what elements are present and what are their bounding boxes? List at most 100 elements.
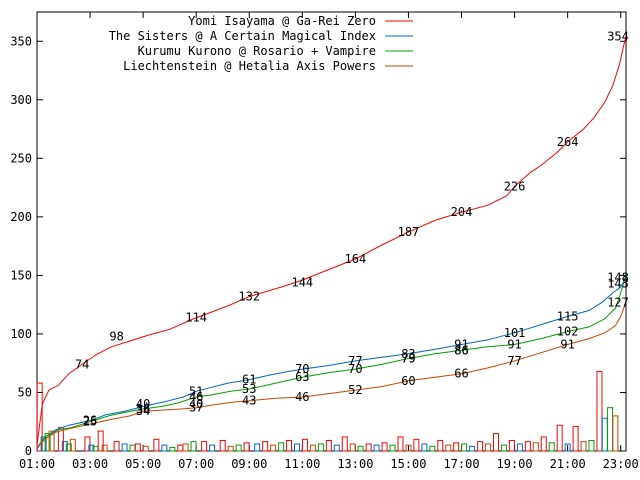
bar (588, 439, 595, 452)
bar (161, 444, 168, 452)
x-tick-label: 19:00 (497, 457, 533, 471)
bar (88, 444, 95, 452)
data-label: 52 (348, 383, 362, 397)
data-label: 70 (295, 362, 309, 376)
bar (134, 443, 141, 452)
bar (153, 438, 160, 452)
bar (437, 439, 444, 452)
bar (601, 417, 608, 452)
data-label: 66 (454, 367, 468, 381)
bar (243, 442, 250, 452)
bar (121, 443, 128, 452)
data-label: 115 (557, 309, 579, 323)
data-label: 164 (345, 252, 367, 266)
bar (309, 444, 316, 452)
data-label: 34 (136, 404, 150, 418)
bar (227, 445, 234, 452)
data-label: 43 (242, 394, 256, 408)
bar (381, 442, 388, 452)
x-tick-label: 21:00 (550, 457, 586, 471)
data-label: 51 (189, 384, 203, 398)
data-label: 144 (291, 275, 313, 289)
bar (177, 444, 184, 452)
bar (596, 370, 603, 452)
data-label: 98 (109, 329, 123, 343)
data-label: 86 (454, 343, 468, 357)
data-label: 91 (560, 337, 574, 351)
data-label: 25 (83, 415, 97, 429)
bar (508, 439, 515, 452)
data-label: 37 (189, 401, 203, 415)
bar (97, 430, 104, 452)
bar (182, 443, 189, 452)
legend-label: Liechtenstein @ Hetalia Axis Powers (123, 59, 376, 73)
legend-label: The Sisters @ A Certain Magical Index (109, 29, 376, 43)
bar (477, 441, 484, 452)
bar (405, 444, 412, 452)
bar (580, 441, 587, 452)
bar (357, 445, 364, 452)
bar (540, 436, 547, 452)
series-line (36, 36, 627, 446)
bar (429, 445, 436, 452)
bar (129, 444, 136, 452)
bar (469, 445, 476, 452)
line-layer (36, 36, 627, 449)
bar (262, 441, 269, 452)
data-label: 114 (185, 311, 207, 325)
bar (294, 443, 301, 452)
bar (325, 439, 332, 452)
bar (500, 444, 507, 452)
data-label: 36 (136, 402, 150, 416)
series-line (36, 275, 627, 448)
data-label: 102 (557, 325, 579, 339)
data-label: 53 (242, 382, 256, 396)
bar (317, 443, 324, 452)
y-tick-label: 150 (10, 268, 32, 282)
x-tick-label: 11:00 (284, 457, 320, 471)
bar (278, 442, 285, 452)
legend-label: Kurumu Kurono @ Rosario + Vampire (138, 44, 376, 58)
x-tick-label: 05:00 (125, 457, 161, 471)
data-label: 46 (189, 390, 203, 404)
y-tick-label: 200 (10, 210, 32, 224)
axes: 0 50 100 150 200 250 300 350 01:00 03:00 05:00 07:0… (10, 12, 639, 471)
data-label: 63 (295, 370, 309, 384)
bar (44, 432, 51, 452)
bar (113, 441, 120, 452)
data-label: 79 (401, 352, 415, 366)
bar (485, 443, 492, 452)
data-label: 148 (607, 271, 629, 285)
data-label: 204 (451, 205, 473, 219)
bar (301, 438, 308, 452)
data-label: 132 (238, 289, 260, 303)
bar (169, 446, 176, 452)
data-label: 77 (507, 354, 521, 368)
bar (461, 443, 468, 452)
bar (142, 445, 149, 452)
data-label: 354 (607, 30, 629, 44)
bar (209, 444, 216, 452)
bar (564, 443, 571, 452)
x-tick-label: 13:00 (337, 457, 373, 471)
bar (235, 444, 242, 452)
bar (349, 443, 356, 452)
x-tick-label: 15:00 (390, 457, 426, 471)
bar (270, 444, 277, 452)
data-label: 40 (189, 397, 203, 411)
bar (69, 438, 76, 452)
bar (84, 436, 91, 452)
x-tick-label: 07:00 (178, 457, 214, 471)
data-label: 77 (348, 354, 362, 368)
bar (286, 439, 293, 452)
bar (516, 443, 523, 452)
bar (341, 436, 348, 452)
x-tick-label: 09:00 (231, 457, 267, 471)
data-label: 91 (507, 337, 521, 351)
bar (61, 441, 68, 452)
data-label: 79 (401, 352, 415, 366)
bar (556, 424, 563, 452)
y-tick-label: 0 (25, 444, 32, 458)
